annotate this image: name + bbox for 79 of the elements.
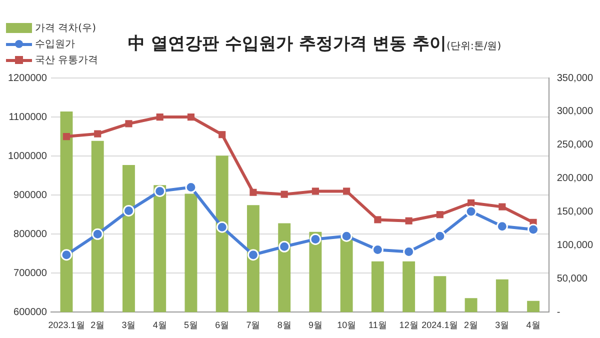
point — [62, 133, 70, 140]
bar — [278, 223, 291, 312]
x-tick-label: 5월 — [184, 320, 198, 330]
point — [340, 230, 352, 242]
point — [156, 114, 164, 121]
bar — [246, 205, 260, 312]
y-tick-label: 1100000 — [8, 112, 48, 123]
x-tick-label: 11월 — [368, 320, 387, 330]
x-tick-label: 12월 — [399, 320, 418, 330]
bar — [340, 236, 353, 312]
legend-label: 수입원가 — [35, 38, 75, 51]
point — [496, 220, 508, 232]
point — [187, 114, 195, 121]
chart-title: 中 열연강판 수입원가 추정가격 변동 추이 — [128, 34, 447, 54]
bar — [216, 156, 228, 312]
point — [312, 188, 319, 195]
y-tick-label: 700000 — [14, 268, 48, 279]
bar — [154, 185, 166, 312]
y2-tick-label: 200,000 — [556, 173, 594, 184]
y-tick-label: 800000 — [14, 228, 48, 240]
point — [94, 130, 102, 138]
bar — [60, 111, 73, 312]
point — [125, 120, 132, 128]
y2-tick-label: 100,000 — [556, 240, 594, 252]
x-tick-label: 7월 — [246, 320, 260, 330]
x-tick-label: 10월 — [337, 320, 356, 330]
x-tick-label: 8월 — [277, 320, 292, 330]
bar — [91, 140, 104, 312]
point — [185, 182, 197, 194]
y-tick-label: 600000 — [14, 306, 48, 318]
y2-tick-label: 250,000 — [556, 140, 594, 151]
point — [498, 203, 506, 210]
point — [310, 233, 322, 245]
bar — [371, 261, 384, 312]
point — [154, 185, 166, 197]
y-tick-label: 1000000 — [8, 150, 48, 162]
y2-tick-label: 150,000 — [556, 206, 594, 218]
bar — [184, 194, 198, 312]
x-tick-label: 4월 — [152, 320, 167, 330]
x-tick-label: 3월 — [122, 320, 136, 330]
legend-label: 국산 유통가격 — [35, 54, 98, 67]
bar — [402, 261, 416, 312]
x-tick-label: 9월 — [308, 320, 322, 330]
point — [250, 188, 257, 196]
chart-subtitle: (단위:톤/원) — [446, 41, 502, 52]
point — [92, 228, 104, 240]
x-tick-label: 2024.1월 — [422, 320, 458, 330]
y2-tick-label: 300,000 — [556, 106, 594, 118]
bar — [464, 298, 478, 312]
point — [280, 190, 288, 198]
legend-label: 가격 격차(우) — [35, 22, 96, 35]
point — [216, 221, 228, 233]
point — [343, 188, 350, 195]
bar — [122, 164, 135, 312]
y-tick-label: 900000 — [14, 190, 48, 201]
point — [434, 230, 446, 242]
x-tick-label: 6월 — [215, 320, 230, 330]
x-tick-label: 2월 — [90, 320, 105, 330]
x-tick-label: 4월 — [526, 320, 540, 330]
y-tick-label: 1200000 — [8, 72, 48, 84]
point — [247, 249, 259, 261]
point — [218, 131, 226, 138]
point — [374, 216, 382, 224]
y2-tick-label: - — [556, 306, 560, 318]
point — [468, 199, 475, 206]
point — [60, 249, 72, 261]
x-tick-label: 2023.1월 — [48, 320, 85, 330]
point — [122, 204, 134, 216]
point — [465, 206, 477, 218]
bar — [434, 276, 446, 312]
x-tick-label: 3월 — [495, 320, 510, 330]
point — [405, 217, 412, 224]
bar — [527, 300, 540, 312]
point — [278, 240, 290, 252]
point — [436, 211, 444, 218]
x-tick-label: 2월 — [464, 320, 478, 330]
bar — [496, 279, 508, 312]
y2-tick-label: 350,000 — [556, 72, 594, 84]
y2-tick-label: 50,000 — [556, 273, 588, 284]
